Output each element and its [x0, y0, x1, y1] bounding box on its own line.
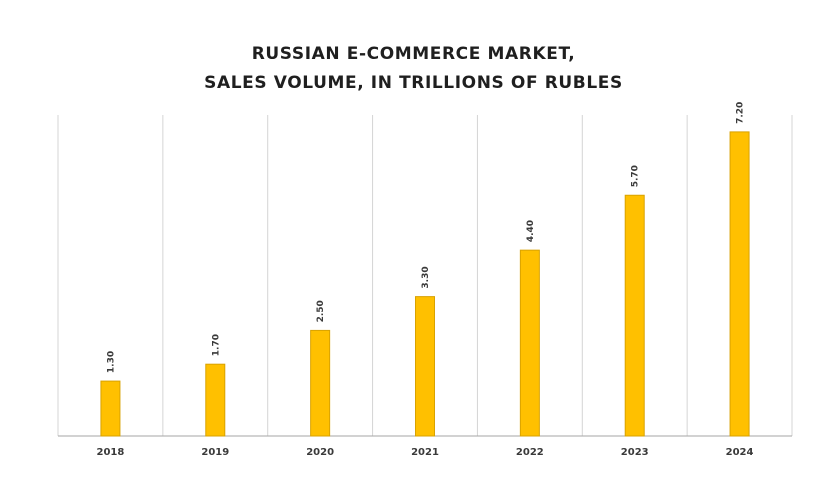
data-label-2019: 1.70: [211, 334, 221, 356]
x-tick-label-2023: 2023: [621, 447, 649, 458]
data-label-2022: 4.40: [526, 220, 536, 242]
x-tick-label-2018: 2018: [97, 447, 125, 458]
x-tick-label-2019: 2019: [201, 447, 229, 458]
bar-2022: [519, 249, 540, 437]
x-tick-label-2024: 2024: [726, 447, 754, 458]
bar-2021: [415, 296, 435, 437]
bar-2023: [624, 194, 645, 437]
data-label-2020: 2.50: [316, 300, 326, 322]
chart-title-line-1: RUSSIAN E-COMMERCE MARKET,: [251, 44, 576, 64]
chart-title: RUSSIAN E-COMMERCE MARKET, SALES VOLUME,…: [0, 40, 827, 98]
bar-2018: [100, 380, 121, 437]
x-tick-label-2021: 2021: [411, 447, 439, 458]
data-label-2024: 7.20: [736, 102, 746, 124]
bar-2024: [729, 131, 750, 437]
data-label-2021: 3.30: [421, 266, 431, 288]
x-tick-label-2022: 2022: [516, 447, 544, 458]
chart-title-line-2: SALES VOLUME, IN TRILLIONS OF RUBLES: [204, 73, 623, 93]
bar-2019: [205, 363, 226, 437]
x-tick-label-2020: 2020: [306, 447, 334, 458]
data-label-2023: 5.70: [631, 165, 641, 187]
bar-2020: [310, 329, 331, 437]
data-label-2018: 1.30: [106, 351, 116, 373]
